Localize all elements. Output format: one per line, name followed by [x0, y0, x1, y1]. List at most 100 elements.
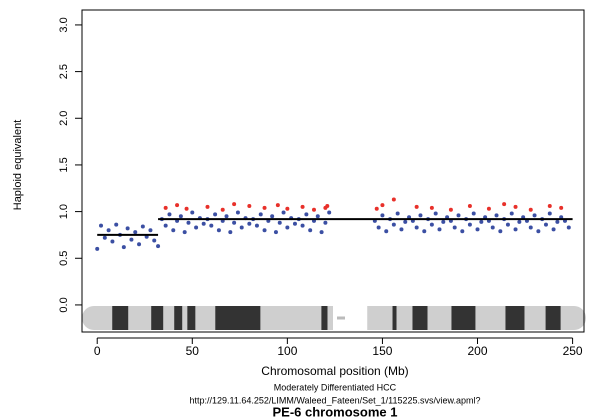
data-point	[125, 226, 130, 231]
data-point	[300, 223, 305, 228]
data-point	[201, 221, 206, 226]
data-point	[414, 225, 419, 230]
data-point	[239, 225, 244, 230]
data-point	[380, 203, 385, 208]
data-point	[551, 227, 556, 232]
data-point	[167, 212, 172, 217]
plot-frame	[81, 9, 585, 333]
data-point	[399, 227, 404, 232]
data-point	[566, 225, 571, 230]
subtitle: Moderately Differentiated HCC	[274, 382, 397, 392]
data-point	[433, 211, 438, 216]
data-point	[247, 204, 252, 208]
data-point	[325, 204, 330, 208]
data-point	[220, 207, 225, 212]
ideogram-band	[174, 306, 183, 330]
data-point	[547, 211, 552, 216]
data-point	[429, 205, 434, 210]
data-point	[490, 225, 495, 230]
data-point	[186, 220, 191, 225]
data-point	[475, 227, 480, 232]
data-point	[418, 213, 423, 218]
data-point	[224, 214, 229, 219]
x-tick-label: 50	[186, 344, 200, 358]
data-point	[467, 204, 472, 208]
data-point	[467, 222, 472, 227]
data-point	[403, 219, 408, 224]
data-point	[498, 229, 503, 234]
y-tick-label: 0.5	[58, 251, 70, 266]
data-point	[106, 228, 111, 233]
data-point	[121, 245, 126, 250]
data-point	[471, 211, 476, 216]
data-point	[273, 230, 278, 235]
data-point	[300, 204, 305, 209]
data-point	[235, 210, 240, 215]
y-tick-label: 0.0	[58, 297, 70, 312]
ideogram-band	[112, 306, 129, 330]
data-point	[163, 223, 168, 228]
data-point	[292, 221, 297, 226]
ideogram-band	[505, 306, 525, 330]
data-point	[156, 244, 161, 249]
ideogram-band	[151, 306, 164, 330]
data-point	[182, 230, 187, 235]
data-point	[228, 230, 233, 235]
data-point	[213, 212, 218, 217]
data-point	[543, 222, 548, 227]
data-point	[148, 228, 153, 233]
data-point	[205, 204, 210, 209]
data-point	[437, 227, 442, 232]
data-point	[258, 212, 263, 217]
ideogram-band	[412, 306, 428, 330]
data-point	[99, 223, 104, 228]
data-point	[422, 229, 427, 234]
data-point	[494, 213, 499, 218]
data-point	[194, 225, 199, 230]
data-point	[513, 204, 518, 209]
data-point	[304, 212, 309, 217]
data-point	[254, 223, 259, 228]
data-point	[184, 206, 189, 211]
data-point	[102, 235, 107, 240]
data-point	[555, 219, 560, 224]
data-point	[190, 210, 195, 215]
ideogram-band	[187, 306, 196, 330]
data-point	[502, 202, 507, 207]
data-point	[513, 227, 518, 232]
data-point	[175, 203, 180, 208]
data-point	[275, 203, 280, 208]
data-point	[311, 207, 316, 212]
data-point	[270, 214, 275, 219]
data-point	[559, 205, 564, 210]
data-point	[448, 207, 453, 212]
data-point	[486, 206, 491, 211]
data-point	[547, 204, 552, 208]
ideogram-band	[545, 306, 561, 330]
data-point	[429, 222, 434, 227]
x-tick-label: 200	[467, 344, 487, 358]
data-point	[216, 228, 221, 233]
source: http://129.11.64.252/LIMM/Waleed_Fateen/…	[189, 395, 480, 405]
data-point	[152, 238, 157, 243]
data-point	[114, 222, 119, 227]
ideogram-band	[321, 306, 328, 330]
y-tick-label: 3.0	[58, 17, 70, 32]
x-tick-label: 100	[277, 344, 297, 358]
data-point	[232, 202, 237, 207]
data-point	[391, 222, 396, 227]
y-axis-label: Haploid equivalent	[12, 120, 24, 211]
data-point	[315, 214, 320, 219]
data-point	[528, 207, 533, 212]
data-point	[137, 242, 142, 247]
data-point	[262, 228, 267, 233]
y-tick-label: 2.0	[58, 111, 70, 126]
data-point	[277, 220, 282, 225]
ideogram-band	[215, 306, 261, 330]
data-point	[95, 246, 100, 251]
data-point	[452, 225, 457, 230]
data-point	[536, 229, 541, 234]
data-point	[133, 230, 138, 235]
data-point	[327, 210, 332, 215]
